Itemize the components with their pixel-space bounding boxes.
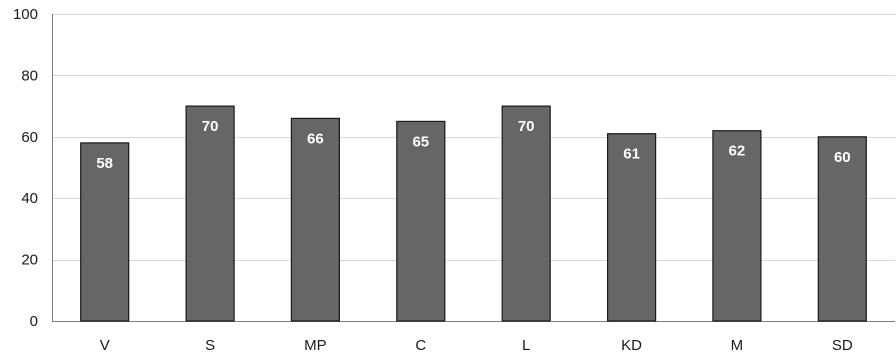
data-label: 70 xyxy=(518,118,535,135)
x-tick-label: M xyxy=(731,337,744,354)
bar-v xyxy=(80,142,130,322)
x-tick-label: MP xyxy=(304,337,327,354)
y-tick-label: 100 xyxy=(13,6,38,23)
bar-sd xyxy=(817,136,867,322)
bar-c xyxy=(396,120,446,322)
data-label: 70 xyxy=(202,118,219,135)
gridlines xyxy=(52,14,895,261)
data-label: 58 xyxy=(96,155,113,172)
y-tick-label: 20 xyxy=(21,252,38,269)
bar-mp xyxy=(290,117,340,322)
bar-l xyxy=(501,105,551,322)
x-tick-label: SD xyxy=(832,337,853,354)
y-tick-label: 40 xyxy=(21,190,38,207)
x-tick-label: S xyxy=(205,337,215,354)
x-tick-label: L xyxy=(522,337,530,354)
bars xyxy=(80,105,867,322)
data-label: 65 xyxy=(412,133,429,150)
bar-s xyxy=(185,105,235,322)
x-tick-label: KD xyxy=(621,337,642,354)
x-tick-label: C xyxy=(415,337,426,354)
axes xyxy=(52,14,895,322)
data-labels: 58 70 66 65 70 61 62 60 xyxy=(96,118,850,172)
bar-m xyxy=(712,130,762,322)
y-tick-label: 60 xyxy=(21,129,38,146)
data-label: 60 xyxy=(834,149,851,166)
data-label: 61 xyxy=(623,146,640,163)
data-label: 66 xyxy=(307,130,324,147)
x-tick-label: V xyxy=(100,337,110,354)
x-axis-ticks: V S MP C L KD M SD xyxy=(100,337,853,354)
y-tick-label: 0 xyxy=(30,313,38,330)
y-axis-ticks: 0 20 40 60 80 100 xyxy=(13,6,38,330)
bar-kd xyxy=(606,133,657,322)
y-tick-label: 80 xyxy=(21,67,38,84)
data-label: 62 xyxy=(729,143,746,160)
